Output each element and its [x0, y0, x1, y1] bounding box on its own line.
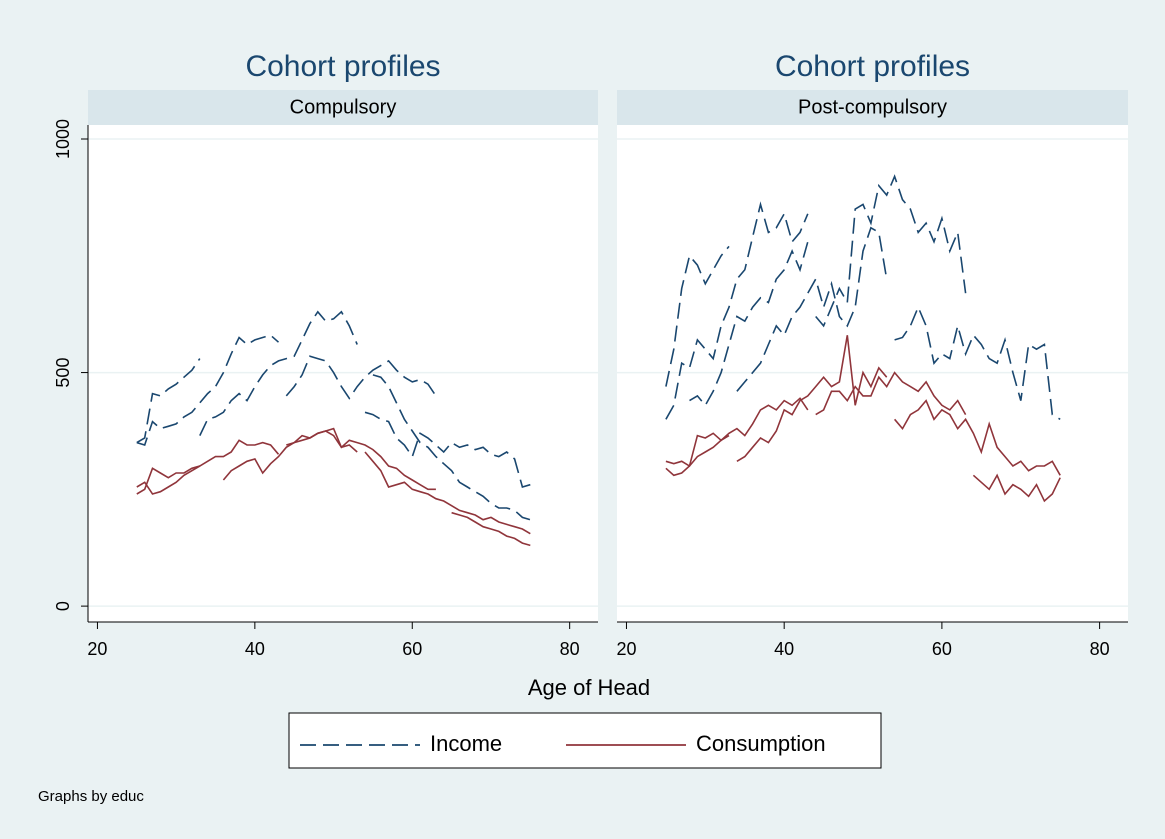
- cohort-line: [665, 245, 730, 387]
- cohort-line: [665, 434, 730, 468]
- cohort-line: [736, 226, 888, 392]
- x-tick-label: 80: [560, 639, 580, 659]
- y-tick-label: 500: [53, 358, 73, 388]
- cohort-line: [136, 465, 201, 495]
- y-tick-label: 0: [53, 601, 73, 611]
- legend-box: [288, 712, 882, 769]
- panel-subtitle: Post-compulsory: [798, 96, 947, 118]
- x-tick-label: 40: [245, 639, 265, 659]
- cohort-line: [815, 371, 967, 416]
- cohort-line: [451, 511, 531, 547]
- panel-subtitle: Compulsory: [290, 96, 397, 118]
- cohort-line: [285, 355, 437, 400]
- x-tick-label: 20: [616, 639, 636, 659]
- cohort-line: [372, 374, 531, 521]
- cohort-line: [689, 241, 809, 407]
- cohort-line: [136, 439, 280, 495]
- legend-label: Consumption: [696, 731, 826, 756]
- y-tick-label: 1000: [53, 119, 73, 159]
- x-tick-label: 60: [932, 639, 952, 659]
- cohort-line: [222, 427, 358, 481]
- x-tick-label: 20: [87, 639, 107, 659]
- panel-strip: [617, 90, 1128, 125]
- cohort-line: [136, 334, 280, 446]
- x-tick-label: 60: [402, 639, 422, 659]
- plot-area: [88, 125, 598, 622]
- legend-label: Income: [430, 731, 502, 756]
- x-tick-label: 40: [774, 639, 794, 659]
- cohort-line: [364, 411, 531, 488]
- note: Graphs by educ: [38, 788, 144, 805]
- cohort-line: [286, 430, 436, 491]
- panel-title: Cohort profiles: [245, 50, 440, 83]
- cohort-line: [815, 174, 967, 328]
- x-tick-label: 80: [1090, 639, 1110, 659]
- cohort-line: [972, 473, 1061, 503]
- plot-area: [617, 125, 1128, 622]
- x-axis-title: Age of Head: [528, 675, 650, 700]
- panel-title: Cohort profiles: [775, 50, 970, 83]
- cohort-line: [199, 310, 358, 436]
- cohort-line: [665, 397, 809, 477]
- cohort-line: [136, 358, 201, 444]
- cohort-line: [894, 305, 1061, 420]
- cohort-line: [364, 451, 531, 535]
- cohort-line: [893, 399, 1061, 476]
- panel-strip: [88, 90, 598, 125]
- cohort-line: [736, 335, 888, 462]
